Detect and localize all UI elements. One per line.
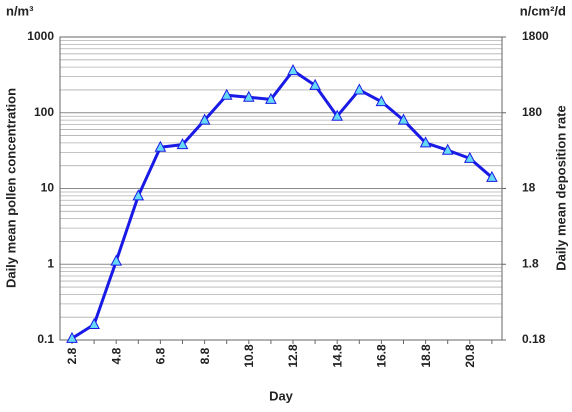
- y2-tick-label: 1.8: [522, 256, 539, 270]
- data-point: [66, 331, 78, 343]
- data-point: [220, 88, 233, 100]
- x-tick-label: 4.8: [109, 347, 123, 364]
- right-unit: n/cm²/d: [520, 3, 566, 18]
- series-line: [71, 69, 493, 340]
- x-tick-label: 20.8: [463, 344, 477, 368]
- data-point: [242, 90, 255, 102]
- x-tick-label: 16.8: [375, 344, 389, 368]
- data-point: [375, 95, 388, 107]
- x-tick-label: 6.8: [154, 347, 168, 364]
- data-point: [419, 136, 432, 148]
- data-point: [397, 113, 410, 125]
- y-axis-label: Daily mean pollen concentration: [3, 88, 18, 288]
- x-tick-label: 18.8: [419, 344, 433, 368]
- data-point: [353, 83, 366, 95]
- data-point: [88, 317, 100, 330]
- x-tick-label: 2.8: [65, 347, 79, 364]
- y-tick-label: 10: [41, 181, 55, 195]
- x-tick-label: 10.8: [242, 344, 256, 368]
- data-point: [154, 140, 167, 152]
- x-tick-label: 14.8: [330, 344, 344, 368]
- x-tick-label: 8.8: [198, 347, 212, 364]
- x-tick-label: 12.8: [286, 344, 300, 368]
- data-point: [486, 170, 498, 182]
- x-axis-label: Day: [269, 388, 294, 403]
- y2-tick-label: 1800: [522, 29, 549, 43]
- y2-tick-label: 0.18: [522, 332, 546, 346]
- y-tick-label: 1: [47, 256, 54, 270]
- data-point: [198, 113, 211, 125]
- y-tick-label: 0.1: [37, 332, 54, 346]
- data-point: [309, 78, 321, 90]
- data-point: [110, 254, 123, 266]
- data-point: [265, 92, 277, 104]
- data-point: [287, 64, 299, 76]
- y2-tick-label: 180: [522, 105, 542, 119]
- y2-tick-label: 18: [522, 181, 536, 195]
- y-tick-label: 1000: [27, 29, 54, 43]
- y-tick-label: 100: [34, 105, 54, 119]
- y2-axis-label: Daily mean deposition rate: [553, 105, 568, 270]
- data-point: [176, 138, 189, 150]
- left-unit: n/m³: [6, 3, 34, 18]
- data-point: [463, 151, 476, 163]
- plot-frame: [59, 36, 503, 341]
- data-point: [331, 109, 344, 121]
- data-point: [441, 143, 454, 155]
- data-point: [132, 189, 145, 201]
